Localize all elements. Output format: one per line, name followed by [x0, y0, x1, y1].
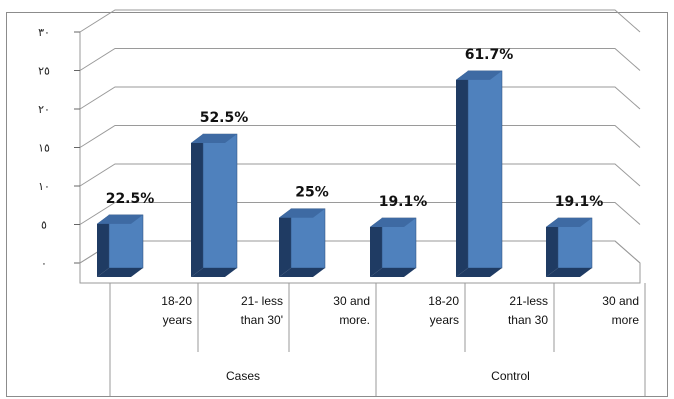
bar-top: [97, 214, 143, 224]
group-label: Cases: [226, 369, 260, 383]
bar: [456, 70, 503, 277]
category-table: 18-20 years 21- less than 30' 30 and more. Cas…: [109, 283, 646, 396]
bar: [191, 133, 238, 277]
category-label-line1: 21-less: [509, 294, 548, 308]
bar-value-label: 22.5%: [106, 191, 155, 207]
bar-front: [202, 133, 238, 269]
bar-base: [546, 268, 592, 277]
y-axis-ticks: ٠ ٥ ١٠ ١٥ ٢٠ ٢٥ ٣٠: [38, 27, 80, 270]
category-label-line2: years: [430, 313, 459, 327]
bar-base: [97, 268, 143, 277]
bar-value-label: 52.5%: [200, 110, 249, 126]
bar-side: [191, 134, 203, 277]
y-tick-label: ١٥: [38, 143, 50, 155]
bar: [370, 217, 417, 277]
category-label-line1: 18-20: [161, 294, 192, 308]
category-label-line2: than 30': [241, 313, 283, 327]
category-label-line1: 30 and: [333, 294, 370, 308]
bar-front: [467, 70, 503, 269]
bars: [97, 70, 593, 277]
bar: [97, 214, 144, 277]
bar-labels: 22.5% 52.5% 25% 19.1% 61.7% 19.1%: [106, 47, 604, 210]
bar-side: [279, 208, 291, 277]
category-label-line1: 21- less: [241, 294, 283, 308]
gridline: [79, 86, 641, 110]
bar-top: [370, 217, 416, 227]
bar: [279, 208, 326, 277]
bar-value-label: 61.7%: [465, 47, 514, 63]
bar-top: [279, 208, 325, 218]
gridline: [79, 163, 641, 187]
bar-side: [546, 217, 558, 277]
gridline: [79, 202, 641, 225]
outer-border: [6, 12, 668, 397]
bar-base: [191, 268, 237, 277]
category-label-line2: more: [612, 313, 640, 327]
y-tick-label: ٠: [41, 258, 47, 270]
gridline: [79, 48, 641, 71]
y-tick-label: ٥: [41, 220, 47, 232]
y-tick-label: ٢٠: [38, 104, 50, 116]
bar-base: [370, 268, 416, 277]
bar-top: [456, 70, 502, 80]
y-tick-label: ١٠: [38, 181, 50, 193]
bar-value-label: 19.1%: [555, 194, 604, 210]
y-tick-label: ٣٠: [38, 27, 50, 39]
category-label-line2: more.: [339, 313, 370, 327]
bar-top: [191, 134, 237, 144]
bar-value-label: 19.1%: [379, 194, 428, 210]
bar-value-label: 25%: [295, 185, 329, 201]
bar-side: [456, 70, 468, 277]
category-label-line1: 18-20: [428, 294, 459, 308]
group-label: Control: [491, 369, 530, 383]
category-label-line1: 30 and: [602, 294, 639, 308]
bar-side: [97, 214, 109, 277]
bar-side: [370, 217, 382, 277]
bar-base: [279, 268, 325, 277]
category-label-line2: than 30: [508, 313, 548, 327]
y-tick-label: ٢٥: [38, 66, 50, 78]
gridline: [79, 9, 641, 33]
bar-base: [456, 268, 502, 277]
bar: [546, 217, 593, 277]
bar-top: [546, 217, 592, 227]
gridline: [79, 125, 641, 148]
category-label-line2: years: [163, 313, 192, 327]
